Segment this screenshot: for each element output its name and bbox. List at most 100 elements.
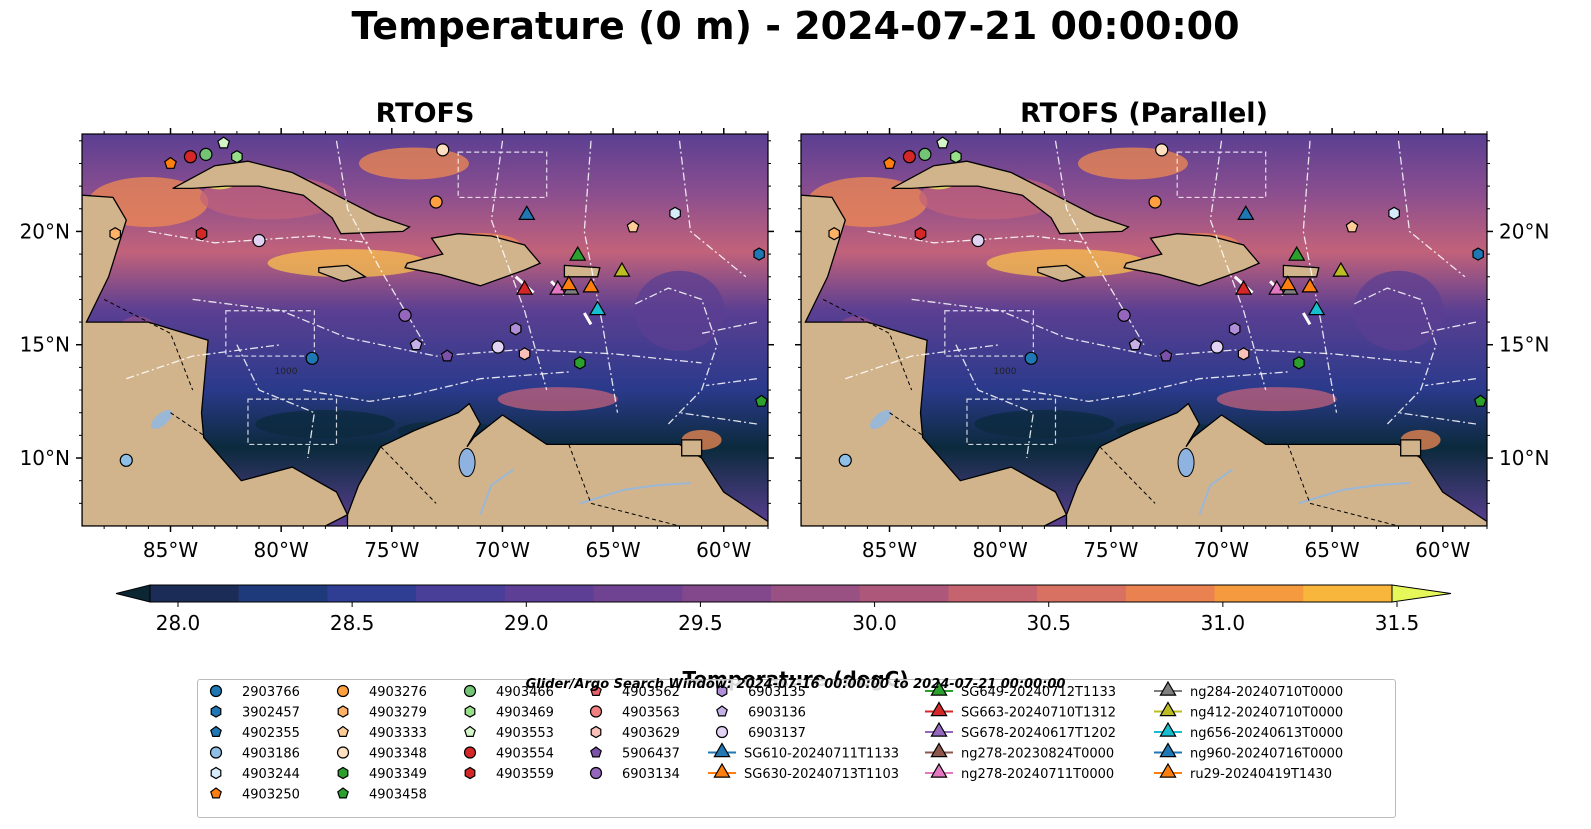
legend-marker <box>210 766 222 780</box>
legend-label: 4903562 <box>622 685 680 700</box>
legend-marker <box>715 725 729 739</box>
legend-label: SG649-20240712T1133 <box>961 685 1116 700</box>
legend-label: 4903559 <box>496 767 554 782</box>
zone-boundary <box>457 151 548 199</box>
marker-ng656-20240613T0000 <box>1307 300 1326 316</box>
zone-boundary <box>944 310 1034 357</box>
legend-marker <box>336 746 350 759</box>
marker-ng960-20240716T0000 <box>518 205 536 220</box>
marker-4903553 <box>217 136 231 149</box>
jamaica-land <box>318 264 368 282</box>
eez-boundary <box>236 344 316 459</box>
legend-label: 4902355 <box>242 726 300 741</box>
south-america-land <box>346 402 768 526</box>
legend-label: 2903766 <box>242 685 300 700</box>
marker-SG663-20240710T1312 <box>1234 279 1253 295</box>
marker-2903766 <box>1024 351 1038 365</box>
legend-marker <box>464 766 476 780</box>
zone-boundary <box>247 398 338 446</box>
legend-marker <box>1159 742 1177 758</box>
eez-boundary <box>911 298 1421 364</box>
legend-marker <box>930 680 948 696</box>
eez-boundary <box>583 140 619 413</box>
marker-4903333 <box>1345 220 1359 233</box>
country-border <box>380 446 437 504</box>
legend-marker <box>713 762 731 778</box>
marker-4903333 <box>626 220 640 233</box>
legend-marker <box>210 787 222 799</box>
lon-tick-label: 75°W <box>1083 538 1138 562</box>
lat-tick-label: 10°N <box>1499 446 1549 470</box>
temperature-patch <box>974 410 1115 439</box>
legend-label: 4903469 <box>496 706 554 721</box>
marker-4903349 <box>1293 356 1305 370</box>
legend-marker <box>337 787 349 799</box>
eez-boundary <box>955 344 1035 459</box>
marker-4903348 <box>1155 143 1169 157</box>
marker-4903458 <box>1473 394 1487 407</box>
lon-tick-label: 70°W <box>475 538 530 562</box>
marker-3902457 <box>1472 247 1484 261</box>
legend-marker <box>209 746 223 759</box>
legend-marker <box>590 684 602 696</box>
marker-4903244 <box>1388 206 1400 220</box>
legend-label: ru29-20240419T1430 <box>1190 767 1332 782</box>
legend-marker <box>930 742 948 758</box>
legend-marker <box>337 725 349 738</box>
legend-marker <box>464 725 476 738</box>
marker-4903553 <box>936 136 950 149</box>
legend-label: 3902457 <box>242 706 300 721</box>
temperature-patch <box>1353 270 1444 351</box>
temperature-patch <box>358 147 469 180</box>
legend-entries: 2903766 3902457 4902355 4903186 4903244 49032… <box>209 680 1343 803</box>
marker-SG649-20240712T1133 <box>569 245 587 261</box>
legend-marker <box>209 684 223 698</box>
marker-5906437 <box>440 349 454 362</box>
eez-boundary <box>845 344 1001 380</box>
legend-label: ng278-20230824T0000 <box>961 747 1114 762</box>
legend-marker <box>1159 680 1177 696</box>
marker-4903250 <box>164 156 177 169</box>
legend-marker <box>1159 762 1177 778</box>
legend-marker <box>463 684 477 698</box>
bathymetry-contour-label: 1000 <box>275 367 298 377</box>
legend-marker <box>716 705 728 717</box>
map-frame <box>800 133 1488 527</box>
lon-tick-label: 60°W <box>1415 538 1470 562</box>
river <box>479 468 515 516</box>
eez-boundary <box>1420 321 1477 335</box>
eez-boundary <box>678 140 747 278</box>
marker-4903137 <box>971 233 985 248</box>
legend-label: SG678-20240617T1202 <box>961 726 1116 741</box>
hispaniola-land <box>1123 233 1261 287</box>
marker-4903276 <box>1148 195 1162 209</box>
eez-boundary <box>1054 140 1145 346</box>
legend-marker <box>1159 701 1177 717</box>
legend-marker <box>713 742 731 758</box>
marker-4903469 <box>950 150 962 164</box>
cuba-land <box>891 160 1130 235</box>
temperature-patch <box>267 249 428 278</box>
marker-ng656-20240613T0000 <box>588 300 607 316</box>
cuba-land <box>172 160 411 235</box>
legend-marker <box>590 746 602 758</box>
lon-tick-label: 65°W <box>585 538 640 562</box>
legend-marker <box>930 762 948 778</box>
legend: 2903766 3902457 4902355 4903186 4903244 49032… <box>197 679 1396 818</box>
marker-ng412-20240710T0000 <box>613 261 631 277</box>
legend-marker <box>210 705 222 718</box>
eez-boundary <box>1397 140 1466 278</box>
legend-marker <box>590 725 602 739</box>
marker-3902457 <box>753 247 765 261</box>
marker-4903186 <box>838 453 852 467</box>
marker-6903136 <box>1128 337 1142 351</box>
central-america-land <box>82 194 349 526</box>
marker-4903276 <box>429 195 443 209</box>
legend-label: 4903349 <box>369 767 427 782</box>
lon-tick-label: 80°W <box>254 538 309 562</box>
legend-marker <box>589 766 603 780</box>
marker-ng960-20240716T0000 <box>1237 205 1255 220</box>
legend-marker <box>464 705 476 718</box>
marker-4903137 <box>252 233 266 248</box>
legend-label: ng278-20240711T0000 <box>961 767 1114 782</box>
